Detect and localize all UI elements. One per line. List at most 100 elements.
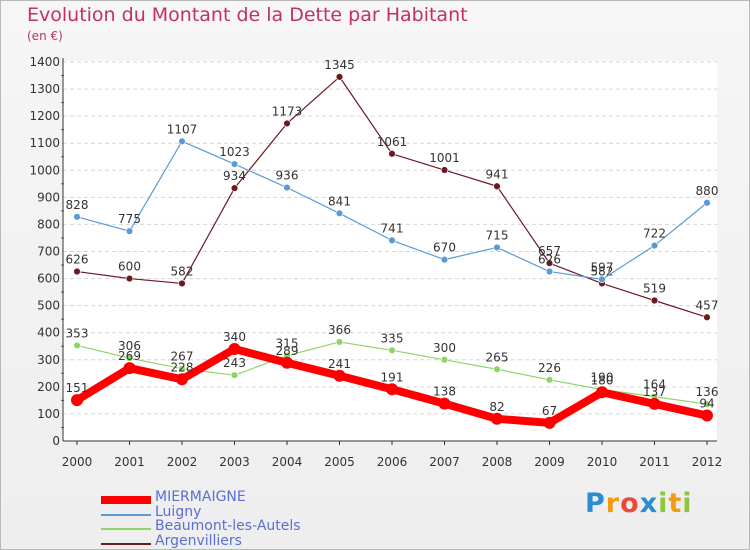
x-tick-label: 2002: [167, 455, 198, 469]
legend-swatch: [101, 528, 151, 530]
x-tick-label: 2007: [429, 455, 460, 469]
x-tick-label: 2009: [534, 455, 565, 469]
y-tick-label: 900: [37, 190, 60, 204]
data-label: 136: [696, 385, 719, 399]
data-label: 582: [171, 264, 194, 278]
y-tick-label: 1100: [29, 136, 60, 150]
proxiti-logo: Proxiti: [585, 488, 693, 519]
data-point: [438, 397, 451, 410]
logo-letter: x: [639, 488, 659, 519]
data-label: 340: [223, 330, 246, 344]
data-label: 775: [118, 212, 141, 226]
data-point: [125, 227, 134, 235]
data-point: [123, 362, 136, 375]
data-label: 1023: [219, 145, 250, 159]
data-point: [73, 267, 81, 276]
data-label: 180: [591, 373, 614, 387]
data-label: 267: [171, 350, 194, 364]
y-tick-label: 600: [37, 272, 60, 286]
chart-unit: (en €): [27, 29, 63, 43]
data-label: 936: [276, 169, 299, 183]
data-point: [493, 365, 501, 373]
data-point: [333, 369, 346, 382]
data-label: 597: [591, 260, 614, 274]
data-label: 715: [486, 228, 509, 242]
data-label: 1107: [167, 122, 198, 136]
data-label: 670: [433, 241, 456, 255]
x-tick-label: 2011: [639, 455, 670, 469]
legend-swatch: [101, 496, 151, 504]
data-label: 137: [643, 385, 666, 399]
x-tick-label: 2003: [219, 455, 250, 469]
logo-letter: i: [658, 488, 669, 519]
data-point: [230, 160, 239, 168]
data-label: 722: [643, 227, 666, 241]
y-tick-label: 400: [37, 326, 60, 340]
data-point: [228, 342, 241, 355]
x-tick-label: 2001: [114, 455, 145, 469]
data-point: [493, 182, 501, 190]
chart-title: Evolution du Montant de la Dette par Hab…: [27, 4, 468, 26]
data-label: 265: [486, 350, 509, 364]
data-point: [178, 365, 186, 373]
data-label: 289: [276, 344, 299, 358]
data-point: [125, 274, 134, 283]
data-label: 269: [118, 349, 141, 363]
data-point: [440, 356, 449, 364]
data-point: [650, 241, 659, 250]
data-label: 366: [328, 323, 351, 337]
data-point: [335, 73, 344, 81]
data-label: 138: [433, 385, 456, 399]
data-label: 190: [591, 371, 614, 385]
data-point: [388, 236, 396, 245]
data-point: [648, 397, 661, 410]
x-tick-label: 2005: [324, 455, 355, 469]
data-point: [493, 243, 501, 252]
data-point: [283, 183, 291, 192]
x-tick-label: 2004: [272, 455, 303, 469]
y-tick-label: 1000: [29, 163, 60, 177]
data-point: [650, 296, 659, 305]
y-tick-label: 0: [52, 434, 60, 448]
data-label: 626: [538, 253, 561, 267]
data-label: 657: [538, 244, 561, 258]
y-tick-label: 300: [37, 353, 60, 367]
logo-letter: r: [605, 488, 621, 519]
y-tick-label: 500: [37, 299, 60, 313]
data-label: 941: [486, 167, 509, 181]
legend-label: Luigny: [155, 503, 202, 520]
data-label: 241: [328, 357, 351, 371]
data-label: 582: [591, 264, 614, 278]
data-point: [230, 371, 239, 379]
data-point: [545, 267, 554, 276]
logo-letter: i: [682, 488, 693, 519]
data-label: 457: [696, 298, 719, 312]
data-label: 1173: [272, 104, 303, 118]
data-label: 67: [542, 404, 557, 418]
data-point: [178, 279, 186, 288]
data-point: [388, 150, 396, 158]
y-tick-label: 1400: [29, 55, 60, 69]
y-tick-label: 1300: [29, 82, 60, 96]
data-label: 880: [696, 184, 719, 198]
data-label: 841: [328, 194, 351, 208]
data-point: [440, 255, 449, 264]
data-label: 94: [699, 397, 714, 411]
data-label: 191: [381, 370, 404, 384]
data-label: 1061: [377, 135, 408, 149]
data-point: [596, 386, 608, 399]
data-label: 226: [538, 361, 561, 375]
legend-label: Beaumont-les-Autels: [155, 518, 301, 534]
data-point: [335, 338, 344, 346]
data-point: [491, 412, 503, 425]
data-point: [176, 373, 188, 386]
data-point: [703, 400, 711, 408]
x-tick-label: 2012: [692, 455, 723, 469]
data-point: [545, 259, 554, 267]
x-tick-label: 2008: [482, 455, 513, 469]
data-label: 626: [66, 253, 89, 267]
data-point: [388, 346, 396, 355]
data-label: 934: [223, 169, 246, 183]
data-point: [598, 275, 606, 284]
